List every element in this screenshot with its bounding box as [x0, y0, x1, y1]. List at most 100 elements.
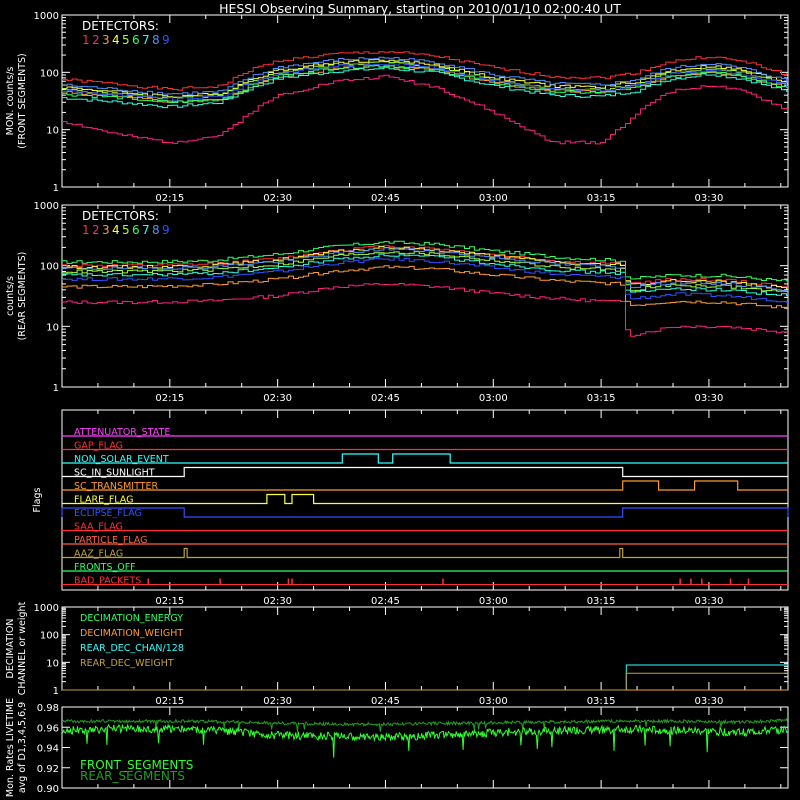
legend-detector-7: 7 — [142, 223, 150, 237]
flag-line — [61, 507, 789, 518]
time-tick-label: 02:30 — [263, 596, 292, 607]
y-axis-label: DECIMATION — [5, 619, 16, 679]
series-detector-7 — [62, 253, 788, 297]
time-tick-label: 03:00 — [479, 596, 508, 607]
time-tick-label: 02:45 — [371, 193, 400, 204]
time-tick-label: 02:45 — [371, 393, 400, 404]
flag-label-sc-in-sunlight: SC_IN_SUNLIGHT — [74, 468, 155, 479]
legend-front-segments: FRONT_SEGMENTS — [80, 758, 193, 772]
legend-detector-1: 1 — [82, 33, 90, 47]
series-detector-2 — [62, 74, 788, 145]
time-tick-label: 03:30 — [695, 393, 724, 404]
y-tick-label: 0.92 — [37, 764, 59, 775]
time-tick-label: 03:15 — [587, 696, 616, 707]
panel-3: 02:15 02:30 02:45 03:00 03:15 03:30 1 10 100 1000… — [5, 601, 789, 707]
series-detector-4 — [62, 245, 788, 291]
flag-line — [62, 453, 788, 464]
legend-detector-4: 4 — [112, 33, 120, 47]
legend-decimation-energy: DECIMATION_ENERGY — [80, 613, 183, 624]
y-tick-label: 1 — [53, 383, 59, 394]
y-tick-label: 1000 — [34, 201, 59, 212]
legend-detector-4: 4 — [112, 223, 120, 237]
panel-frame — [61, 204, 789, 388]
legend-detector-8: 8 — [152, 223, 160, 237]
legend-detector-3: 3 — [102, 223, 110, 237]
series-front-segments — [61, 723, 788, 758]
flag-label-sc-transmitter: SC_TRANSMITTER — [74, 481, 159, 492]
y-tick-label: 100 — [40, 631, 59, 642]
legend-detector-7: 7 — [142, 33, 150, 47]
y-tick-label: 100 — [40, 68, 59, 79]
flag-label-particle-flag: PARTICLE_FLAG — [74, 535, 147, 546]
series-detector-4 — [62, 58, 788, 98]
flag-label-gap-flag: GAP_FLAG — [74, 441, 123, 452]
series-detector-1 — [62, 51, 788, 91]
legend-title: DETECTORS: — [82, 209, 159, 223]
series-detector-9 — [62, 257, 788, 304]
flag-line — [62, 493, 788, 505]
legend-detector-9: 9 — [162, 223, 170, 237]
panel-4: 0.90 0.92 0.94 0.96 0.98 Mon. Rates LIVETIME a… — [5, 698, 789, 797]
time-tick-label: 02:45 — [371, 596, 400, 607]
panel-frame — [61, 14, 789, 188]
series-detector-6 — [62, 240, 788, 282]
y-tick-label: 1000 — [34, 11, 59, 22]
series-detector-8 — [62, 56, 788, 95]
time-tick-label: 02:30 — [263, 696, 292, 707]
time-tick-label: 03:00 — [479, 393, 508, 404]
legend-rear-dec-weight: REAR_DEC_WEIGHT — [80, 658, 174, 669]
flag-label-eclipse-flag: ECLIPSE_FLAG — [74, 508, 142, 519]
flag-label-bad-packets: BAD_PACKETS — [74, 576, 141, 587]
time-tick-label: 03:15 — [587, 393, 616, 404]
time-tick-label: 03:15 — [587, 193, 616, 204]
panel-2: 02:15 02:30 02:45 03:00 03:15 03:30 Flags ATTEN… — [32, 409, 789, 607]
flag-label-non-solar-event: NON_SOLAR_EVENT — [74, 454, 169, 465]
legend-detector-9: 9 — [162, 33, 170, 47]
y-tick-label: 100 — [40, 262, 59, 273]
time-tick-label: 02:30 — [263, 193, 292, 204]
legend-detector-6: 6 — [132, 33, 140, 47]
series-detector-2 — [62, 283, 788, 337]
y-tick-label: 10 — [46, 126, 59, 137]
series-rear-dec-weight — [62, 672, 788, 691]
legend-detector-2: 2 — [92, 223, 100, 237]
y-axis-label: Flags — [32, 487, 43, 512]
series-detector-8 — [62, 247, 788, 291]
panel-frame — [61, 409, 789, 591]
time-tick-label: 02:15 — [155, 696, 184, 707]
legend-rear-segments: REAR_SEGMENTS — [80, 769, 185, 783]
time-tick-label: 03:30 — [695, 696, 724, 707]
y-tick-label: 0.90 — [37, 784, 59, 795]
y-tick-label: 0.94 — [37, 744, 59, 755]
time-tick-label: 03:15 — [587, 596, 616, 607]
series-detector-3 — [62, 265, 788, 310]
legend-detector-6: 6 — [132, 223, 140, 237]
legend-detector-2: 2 — [92, 33, 100, 47]
flag-label-attenuator-state: ATTENUATOR_STATE — [74, 427, 170, 438]
y-tick-label: 0.96 — [37, 723, 59, 734]
legend-detector-5: 5 — [122, 33, 130, 47]
y-tick-label: 1 — [53, 686, 59, 697]
y-tick-label: 10 — [46, 658, 59, 669]
panel-0: 02:15 02:30 02:45 03:00 03:15 03:30 1 10 100 1000… — [5, 11, 789, 204]
time-tick-label: 03:30 — [695, 193, 724, 204]
flag-line — [62, 466, 788, 478]
time-tick-label: 03:00 — [479, 696, 508, 707]
flag-label-fronts-off: FRONTS_OFF — [74, 562, 136, 573]
series-detector-6 — [62, 65, 788, 103]
y-axis-label: Mon. Rates LIVETIME — [5, 698, 16, 797]
time-tick-label: 03:00 — [479, 193, 508, 204]
time-tick-label: 02:15 — [155, 393, 184, 404]
series-detector-9 — [62, 63, 788, 101]
y-tick-label: 0.98 — [37, 703, 59, 714]
y-axis-label: counts/s — [5, 276, 16, 316]
y-axis-label-2: (REAR SEGMENTS) — [17, 252, 28, 341]
panel-1: 02:15 02:30 02:45 03:00 03:15 03:30 1 10 100 1000… — [5, 201, 789, 404]
series-detector-1 — [62, 244, 788, 288]
y-tick-label: 1000 — [34, 603, 59, 614]
series-rear-segments — [61, 717, 788, 732]
y-axis-label-2: (FRONT SEGMENTS) — [17, 53, 28, 148]
legend-detector-3: 3 — [102, 33, 110, 47]
